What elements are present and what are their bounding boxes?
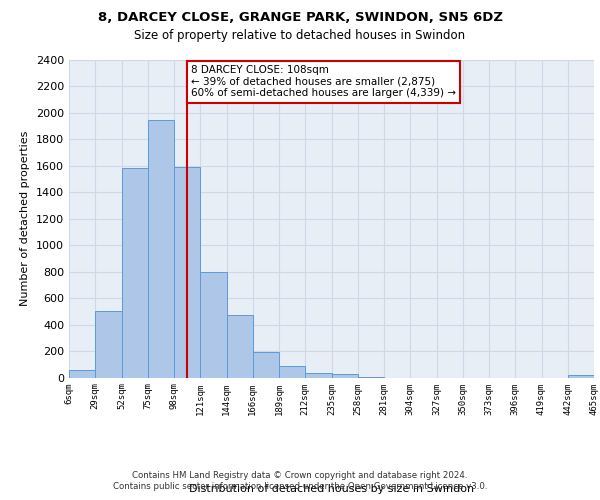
Text: Contains public sector information licensed under the Open Government Licence v3: Contains public sector information licen… xyxy=(113,482,487,491)
Bar xyxy=(227,316,253,378)
Text: Contains HM Land Registry data © Crown copyright and database right 2024.: Contains HM Land Registry data © Crown c… xyxy=(132,471,468,480)
Bar xyxy=(305,373,331,378)
Text: Size of property relative to detached houses in Swindon: Size of property relative to detached ho… xyxy=(134,29,466,42)
Y-axis label: Number of detached properties: Number of detached properties xyxy=(20,131,31,306)
Bar xyxy=(69,370,95,378)
Bar xyxy=(279,366,305,378)
Bar xyxy=(358,377,384,378)
Text: 8, DARCEY CLOSE, GRANGE PARK, SWINDON, SN5 6DZ: 8, DARCEY CLOSE, GRANGE PARK, SWINDON, S… xyxy=(97,11,503,24)
Bar xyxy=(148,120,174,378)
X-axis label: Distribution of detached houses by size in Swindon: Distribution of detached houses by size … xyxy=(189,484,474,494)
Bar xyxy=(253,352,279,378)
Bar xyxy=(568,375,594,378)
Bar xyxy=(121,168,148,378)
Bar xyxy=(174,167,200,378)
Bar xyxy=(331,374,358,378)
Bar xyxy=(95,312,121,378)
Text: 8 DARCEY CLOSE: 108sqm
← 39% of detached houses are smaller (2,875)
60% of semi-: 8 DARCEY CLOSE: 108sqm ← 39% of detached… xyxy=(191,66,456,98)
Bar xyxy=(200,272,227,378)
